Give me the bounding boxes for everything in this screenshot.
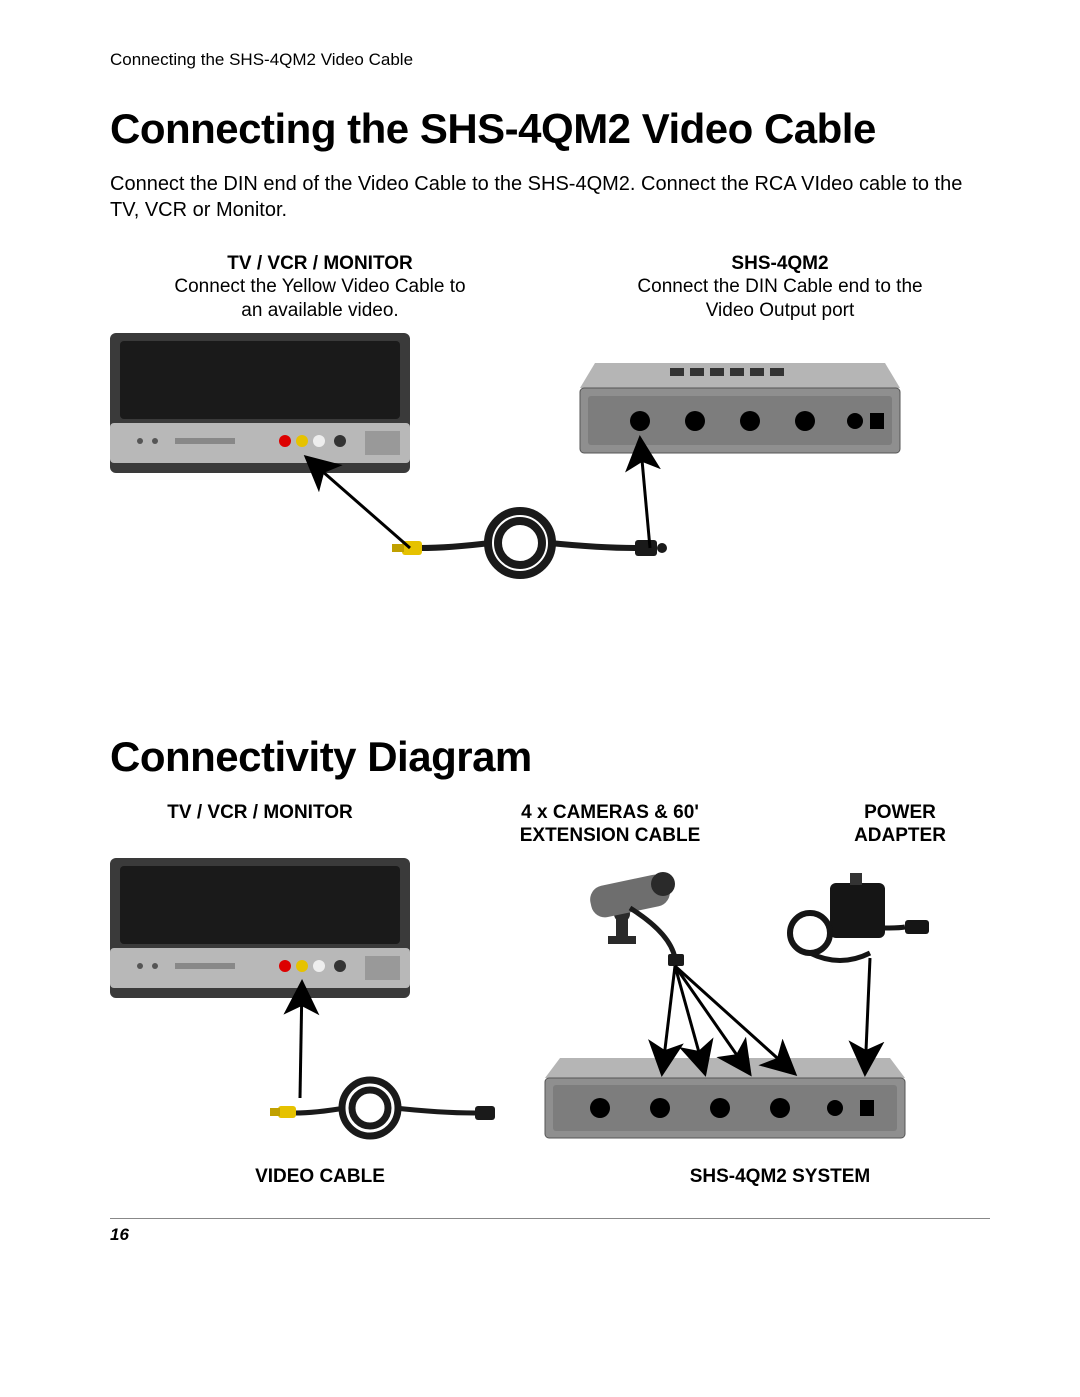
section1-col-right: SHS-4QM2 Connect the DIN Cable end to th… — [570, 253, 990, 323]
section1-intro: Connect the DIN end of the Video Cable t… — [110, 171, 990, 223]
section1-title: Connecting the SHS-4QM2 Video Cable — [110, 105, 990, 153]
video-cable-icon — [392, 511, 667, 575]
col-right-sub1: Connect the DIN Cable end to the — [570, 275, 990, 299]
running-head: Connecting the SHS-4QM2 Video Cable — [110, 50, 990, 70]
manual-page: Connecting the SHS-4QM2 Video Cable Conn… — [0, 0, 1080, 1397]
section2-title: Connectivity Diagram — [110, 733, 990, 781]
col-right-head: SHS-4QM2 — [570, 253, 990, 275]
s2-col-c: POWER ADAPTER — [810, 801, 990, 849]
s2-col-a-text: TV / VCR / MONITOR — [167, 802, 352, 823]
s2-col-a: TV / VCR / MONITOR — [110, 801, 410, 849]
tv-icon-2 — [110, 858, 410, 998]
bottom-label-left: VIDEO CABLE — [110, 1166, 530, 1188]
diagram2 — [110, 858, 990, 1158]
bottom-label-right: SHS-4QM2 SYSTEM — [570, 1166, 990, 1188]
shs-device-icon-2 — [545, 1058, 905, 1138]
col-left-head: TV / VCR / MONITOR — [110, 253, 530, 275]
diagram2-svg — [110, 858, 990, 1158]
camera-icon — [588, 872, 684, 966]
col-left-sub2: an available video. — [110, 299, 530, 323]
diagram1 — [110, 333, 990, 593]
tv-icon — [110, 333, 410, 473]
power-adapter-icon — [790, 873, 929, 961]
s2-col-b: 4 x CAMERAS & 60' EXTENSION CABLE — [480, 801, 740, 849]
section2-columns: TV / VCR / MONITOR 4 x CAMERAS & 60' EXT… — [110, 801, 990, 849]
shs-device-icon — [580, 363, 900, 453]
section2-bottom-labels: VIDEO CABLE SHS-4QM2 SYSTEM — [110, 1166, 990, 1188]
page-number: 16 — [110, 1225, 990, 1245]
footer-rule — [110, 1218, 990, 1219]
s2-col-b1: 4 x CAMERAS & 60' — [521, 802, 699, 823]
s2-col-c2: ADAPTER — [854, 825, 946, 846]
video-cable-icon-2 — [270, 1080, 495, 1136]
diagram1-svg — [110, 333, 990, 593]
s2-col-c1: POWER — [864, 802, 936, 823]
col-right-sub2: Video Output port — [570, 299, 990, 323]
section1-columns: TV / VCR / MONITOR Connect the Yellow Vi… — [110, 253, 990, 323]
section1-col-left: TV / VCR / MONITOR Connect the Yellow Vi… — [110, 253, 530, 323]
col-left-sub1: Connect the Yellow Video Cable to — [110, 275, 530, 299]
s2-col-b2: EXTENSION CABLE — [520, 825, 701, 846]
